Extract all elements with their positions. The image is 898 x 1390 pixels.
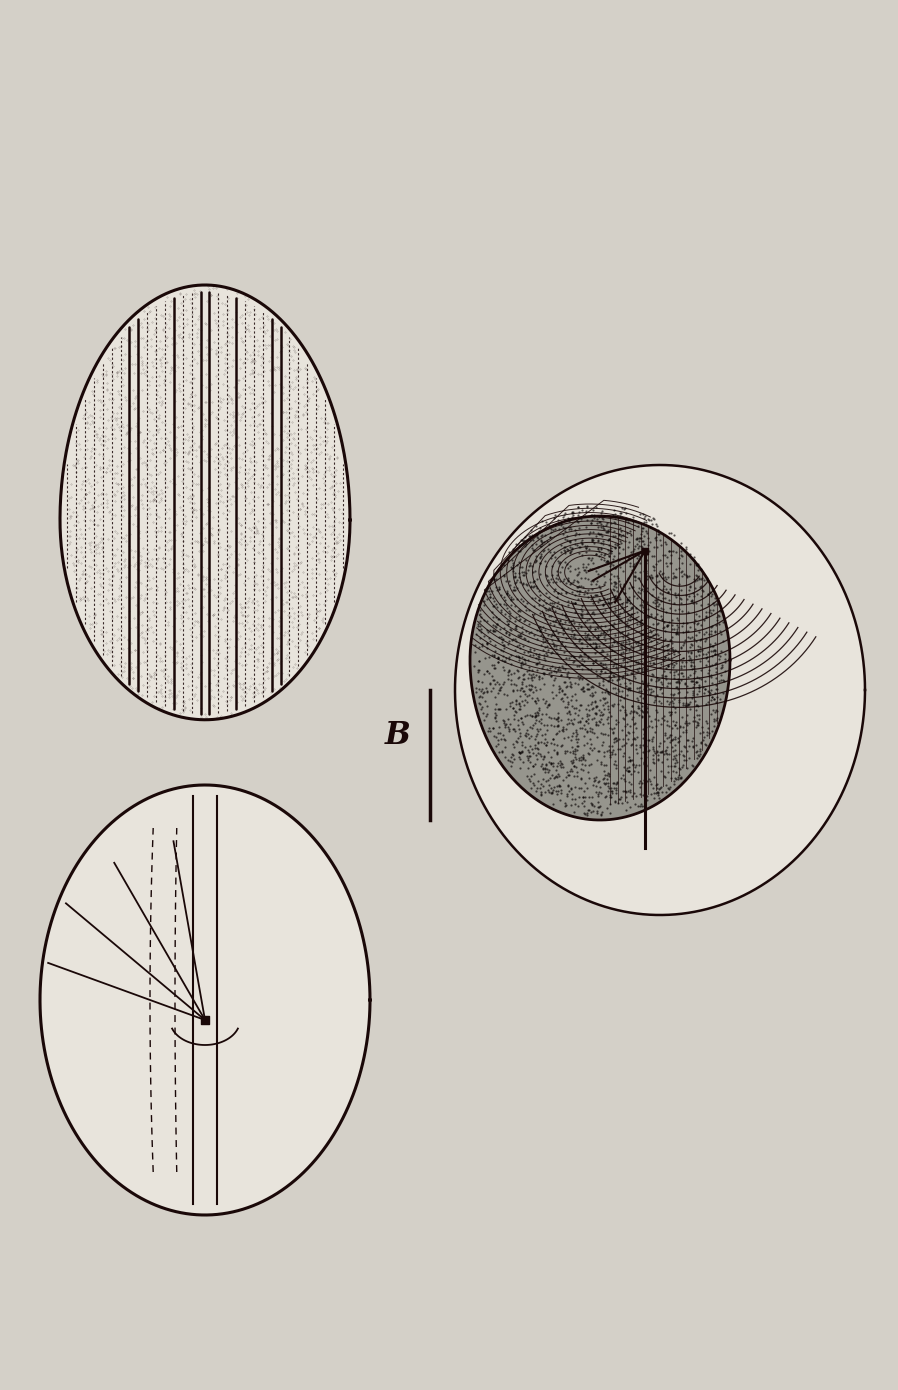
- Point: [638, 539, 652, 562]
- Text: B: B: [385, 720, 411, 751]
- Polygon shape: [470, 516, 730, 820]
- Polygon shape: [455, 466, 865, 915]
- Polygon shape: [40, 785, 370, 1215]
- Polygon shape: [60, 285, 350, 720]
- Point: [198, 1009, 212, 1031]
